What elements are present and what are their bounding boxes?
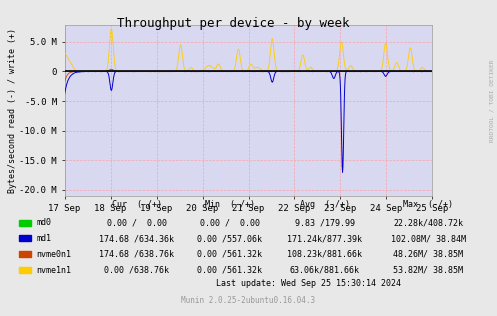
Text: md0: md0	[36, 218, 51, 227]
Text: Max  (-/+): Max (-/+)	[404, 200, 453, 209]
Text: 102.08M/ 38.84M: 102.08M/ 38.84M	[391, 234, 466, 243]
Text: Min  (-/+): Min (-/+)	[205, 200, 254, 209]
Text: 171.24k/877.39k: 171.24k/877.39k	[287, 234, 362, 243]
Text: 0.00 /561.32k: 0.00 /561.32k	[197, 250, 262, 259]
Text: nvme0n1: nvme0n1	[36, 250, 71, 259]
Text: Avg  (-/+): Avg (-/+)	[300, 200, 349, 209]
Text: 0.00 /  0.00: 0.00 / 0.00	[107, 218, 166, 227]
Text: 48.26M/ 38.85M: 48.26M/ 38.85M	[394, 250, 463, 259]
Text: Throughput per device - by week: Throughput per device - by week	[117, 17, 350, 30]
Text: md1: md1	[36, 234, 51, 243]
Text: 0.00 /561.32k: 0.00 /561.32k	[197, 266, 262, 275]
Text: 9.83 /179.99: 9.83 /179.99	[295, 218, 354, 227]
Text: 0.00 /557.06k: 0.00 /557.06k	[197, 234, 262, 243]
Y-axis label: Bytes/second read (-) / write (+): Bytes/second read (-) / write (+)	[7, 28, 16, 193]
Text: 174.68 /638.76k: 174.68 /638.76k	[99, 250, 174, 259]
Text: 63.06k/881.66k: 63.06k/881.66k	[290, 266, 359, 275]
Text: 108.23k/881.66k: 108.23k/881.66k	[287, 250, 362, 259]
Text: Last update: Wed Sep 25 15:30:14 2024: Last update: Wed Sep 25 15:30:14 2024	[216, 279, 401, 288]
Text: 22.28k/408.72k: 22.28k/408.72k	[394, 218, 463, 227]
Text: nvme1n1: nvme1n1	[36, 266, 71, 275]
Text: 0.00 /  0.00: 0.00 / 0.00	[200, 218, 259, 227]
Text: 0.00 /638.76k: 0.00 /638.76k	[104, 266, 169, 275]
Text: 53.82M/ 38.85M: 53.82M/ 38.85M	[394, 266, 463, 275]
Text: RRDTOOL / TOBI OETIKER: RRDTOOL / TOBI OETIKER	[490, 60, 495, 143]
Text: Cur  (-/+): Cur (-/+)	[112, 200, 162, 209]
Text: Munin 2.0.25-2ubuntu0.16.04.3: Munin 2.0.25-2ubuntu0.16.04.3	[181, 296, 316, 305]
Text: 174.68 /634.36k: 174.68 /634.36k	[99, 234, 174, 243]
